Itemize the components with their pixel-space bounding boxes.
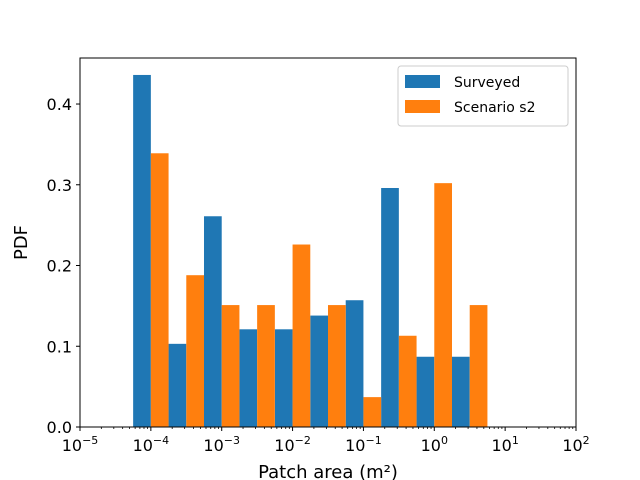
bar-surveyed-bin-10 xyxy=(451,356,470,427)
x-axis-title: Patch area (m²) xyxy=(258,462,398,480)
y-axis: 0.0 0.1 0.2 0.3 0.4 xyxy=(47,95,80,437)
bar-scenario-s2-bin-5 xyxy=(292,244,311,427)
bar-surveyed-bin-4 xyxy=(239,329,258,427)
x-tick-label: 100 xyxy=(421,434,448,455)
bar-scenario-s2-bin-9 xyxy=(434,183,452,427)
y-tick-label: 0.2 xyxy=(47,257,72,276)
bar-surveyed-bin-7 xyxy=(345,300,364,427)
y-tick-label: 0.1 xyxy=(47,337,72,356)
x-tick-label: 10−4 xyxy=(133,434,170,455)
y-axis-title: PDF xyxy=(11,225,32,260)
bar-scenario-s2-bin-1 xyxy=(150,153,169,427)
legend-label: Scenario s2 xyxy=(454,100,536,116)
bar-scenario-s2-bin-8 xyxy=(398,335,417,427)
bar-surveyed-bin-9 xyxy=(416,356,435,427)
bar-surveyed-bin-5 xyxy=(274,329,293,427)
x-tick-label: 101 xyxy=(491,434,518,455)
legend: Surveyed Scenario s2 xyxy=(397,65,569,127)
x-tick-label: 10−5 xyxy=(62,434,99,455)
bar-scenario-s2-bin-4 xyxy=(257,305,275,427)
legend-swatch xyxy=(405,100,440,113)
legend-swatch xyxy=(405,75,440,88)
x-axis: 10−5 10−4 10−3 10−2 10−1 100 101 102 xyxy=(62,427,590,455)
bar-scenario-s2-bin-2 xyxy=(186,275,204,427)
legend-box xyxy=(397,65,569,127)
bars-layer xyxy=(133,74,488,427)
bar-scenario-s2-bin-7 xyxy=(363,397,382,427)
bar-surveyed-bin-6 xyxy=(310,315,328,427)
x-tick-label: 102 xyxy=(562,434,589,455)
bar-surveyed-bin-2 xyxy=(168,343,187,427)
bar-scenario-s2-bin-6 xyxy=(327,305,346,427)
bar-surveyed-bin-1 xyxy=(133,74,151,427)
x-tick-label: 10−3 xyxy=(203,434,240,455)
legend-label: Surveyed xyxy=(454,75,520,91)
y-tick-label: 0.0 xyxy=(47,418,72,437)
x-tick-label: 10−1 xyxy=(345,434,382,455)
bar-surveyed-bin-3 xyxy=(203,216,222,427)
x-tick-label: 10−2 xyxy=(274,434,311,455)
y-tick-label: 0.3 xyxy=(47,176,72,195)
y-tick-label: 0.4 xyxy=(47,95,72,114)
bar-scenario-s2-bin-10 xyxy=(469,305,488,427)
bar-scenario-s2-bin-3 xyxy=(221,305,240,427)
plot-frame xyxy=(79,57,577,428)
bar-surveyed-bin-8 xyxy=(381,187,399,427)
